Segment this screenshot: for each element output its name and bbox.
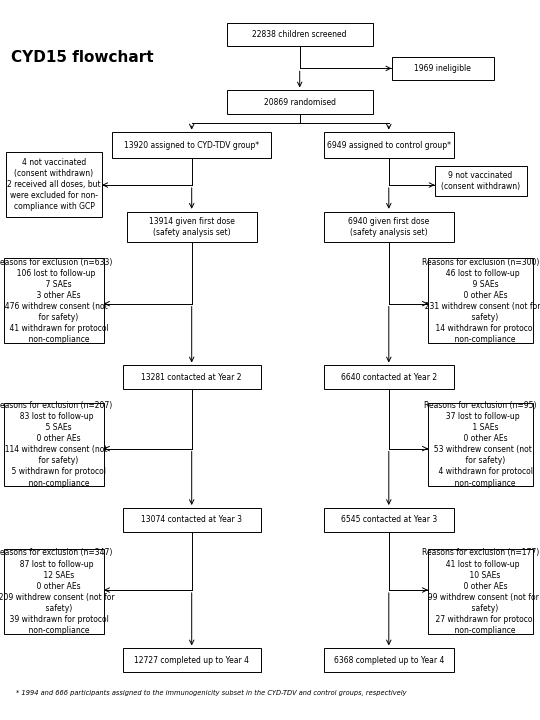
- Bar: [4, 549, 104, 634]
- Text: 13074 contacted at Year 3: 13074 contacted at Year 3: [141, 516, 242, 524]
- Text: 12727 completed up to Year 4: 12727 completed up to Year 4: [134, 656, 249, 665]
- Bar: [428, 258, 534, 343]
- Text: 4 not vaccinated
(consent withdrawn)
2 received all doses, but
were excluded for: 4 not vaccinated (consent withdrawn) 2 r…: [7, 158, 101, 211]
- Bar: [227, 90, 373, 114]
- Text: Reasons for exclusion (n=177)
  41 lost to follow-up
    10 SAEs
    0 other AEs: Reasons for exclusion (n=177) 41 lost to…: [422, 549, 539, 635]
- Text: 13920 assigned to CYD-TDV group*: 13920 assigned to CYD-TDV group*: [124, 141, 259, 150]
- Text: Reasons for exclusion (n=347)
  87 lost to follow-up
    12 SAEs
    0 other AEs: Reasons for exclusion (n=347) 87 lost to…: [0, 549, 114, 635]
- Bar: [324, 648, 454, 672]
- Text: Reasons for exclusion (n=207)
  83 lost to follow-up
    5 SAEs
    0 other AEs
: Reasons for exclusion (n=207) 83 lost to…: [0, 401, 113, 487]
- Bar: [428, 402, 534, 485]
- Text: 6368 completed up to Year 4: 6368 completed up to Year 4: [334, 656, 444, 665]
- Text: 13281 contacted at Year 2: 13281 contacted at Year 2: [141, 373, 242, 382]
- Bar: [123, 366, 260, 389]
- Bar: [435, 166, 526, 196]
- Bar: [392, 56, 494, 80]
- Bar: [324, 212, 454, 242]
- Text: 6545 contacted at Year 3: 6545 contacted at Year 3: [341, 516, 437, 524]
- Bar: [4, 402, 104, 485]
- Text: Reasons for exclusion (n=633)
  106 lost to follow-up
    7 SAEs
    3 other AEs: Reasons for exclusion (n=633) 106 lost t…: [0, 258, 113, 344]
- Text: * 1994 and 666 participants assigned to the immunogenicity subset in the CYD-TDV: * 1994 and 666 participants assigned to …: [16, 690, 407, 696]
- Bar: [123, 508, 260, 531]
- Bar: [6, 152, 102, 217]
- Text: 13914 given first dose
(safety analysis set): 13914 given first dose (safety analysis …: [148, 217, 235, 237]
- Text: 22838 children screened: 22838 children screened: [253, 30, 347, 39]
- Text: 6949 assigned to control group*: 6949 assigned to control group*: [327, 141, 451, 150]
- Bar: [324, 132, 454, 158]
- Bar: [127, 212, 256, 242]
- Text: 6940 given first dose
(safety analysis set): 6940 given first dose (safety analysis s…: [348, 217, 429, 237]
- Bar: [428, 549, 534, 634]
- Bar: [4, 258, 104, 343]
- Text: Reasons for exclusion (n=300)
  46 lost to follow-up
    9 SAEs
    0 other AEs
: Reasons for exclusion (n=300) 46 lost to…: [420, 258, 540, 344]
- Bar: [324, 366, 454, 389]
- Bar: [123, 648, 260, 672]
- Bar: [227, 23, 373, 46]
- Text: Reasons for exclusion (n=95)
  37 lost to follow-up
    1 SAEs
    0 other AEs
 : Reasons for exclusion (n=95) 37 lost to …: [424, 401, 537, 487]
- Text: 20869 randomised: 20869 randomised: [264, 98, 336, 107]
- Text: 6640 contacted at Year 2: 6640 contacted at Year 2: [341, 373, 437, 382]
- Bar: [112, 132, 271, 158]
- Bar: [324, 508, 454, 531]
- Text: 9 not vaccinated
(consent withdrawn): 9 not vaccinated (consent withdrawn): [441, 171, 520, 191]
- Text: 1969 ineligible: 1969 ineligible: [414, 64, 471, 73]
- Text: CYD15 flowchart: CYD15 flowchart: [11, 50, 153, 65]
